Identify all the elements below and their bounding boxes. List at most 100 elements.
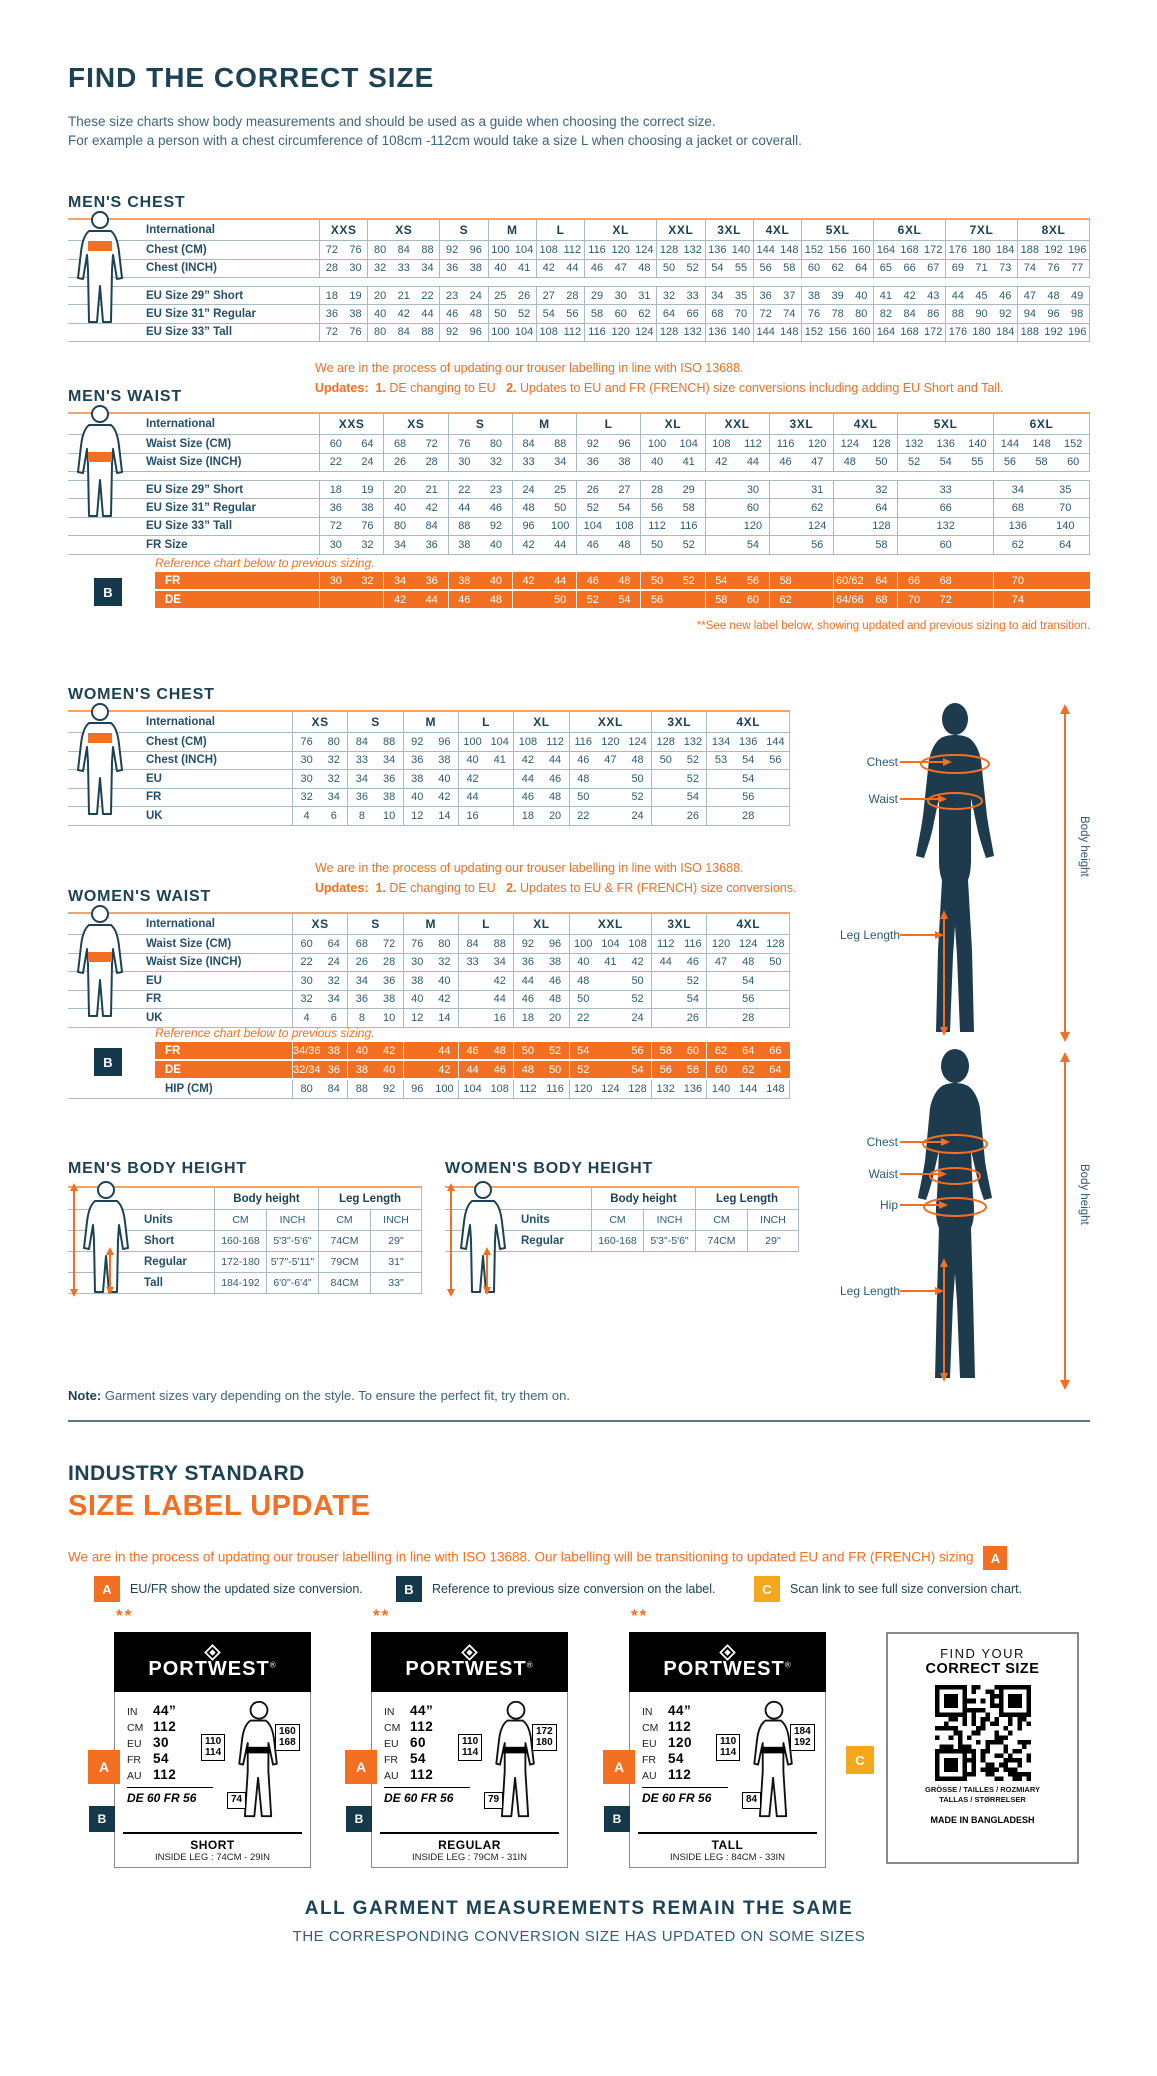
size-value: 25 (554, 483, 567, 496)
size-group: 88 92 (447, 517, 512, 535)
size-group: 32 34 (293, 991, 347, 1009)
size-group-header: M (402, 712, 458, 732)
size-group-header: XS (383, 414, 447, 434)
size-group-header: XXL (704, 414, 769, 434)
size-value: 66 (769, 1044, 782, 1057)
size-value: 128 (659, 243, 679, 256)
size-value: 76 (458, 437, 471, 450)
size-value: 50 (659, 754, 672, 767)
label-body: IN 44” CM 112 EU 120 FR 54 AU 112 DE 60 FR 56 110 1… (629, 1692, 826, 1868)
size-group: 48 50 (513, 1061, 568, 1078)
size-value: 42 (438, 993, 451, 1006)
size-value: 40 (855, 289, 868, 302)
size-value: 120 (808, 437, 827, 450)
size-value: 65 (879, 262, 893, 275)
size-value: 68 (875, 593, 888, 606)
size-value: 134 (711, 735, 731, 748)
size-value: 180 (972, 243, 991, 256)
size-value: 48 (638, 262, 651, 275)
size-value: 29 (682, 483, 695, 496)
waist-label: Waist (868, 1167, 898, 1181)
size-value: 33 (466, 956, 479, 969)
womens-previous-sizing-table: FR 34/36 38 40 42 44 46 48 50 52 54 56 58 60 62 64 66 DE 3… (68, 1042, 790, 1099)
mens-footnote: **See new label below, showing updated a… (696, 620, 1090, 632)
size-value: 124 (635, 326, 654, 339)
table-row: Tall 184-192 6'0"-6'4" 84CM 33" (68, 1273, 422, 1294)
size-value: 76 (1047, 262, 1060, 275)
man-silhouette-icon (900, 703, 1070, 1042)
size-label-card: ** PORTWEST® IN 44” CM 112 EU 120 FR 54 AU 112 DE … (603, 1606, 826, 1868)
size-value: 42 (493, 974, 506, 987)
size-value: 192 (1044, 243, 1063, 256)
size-group: 52 (651, 770, 706, 788)
card-divider (123, 1832, 302, 1834)
size-value: 42 (438, 1063, 451, 1076)
size-value: 54 (618, 501, 631, 514)
size-value: 184 (996, 243, 1015, 256)
size-group: 48 50 (833, 453, 897, 471)
size-value: 196 (1067, 326, 1087, 339)
size-group: 56 58 60 (993, 453, 1089, 471)
size-value: 76 (361, 520, 374, 533)
portwest-logo: PORTWEST® (371, 1632, 568, 1692)
size-value: 52 (631, 791, 644, 804)
size-value: 92 (521, 937, 535, 950)
size-group: 108 112 (535, 241, 584, 259)
languages-line-1: GRÖSSE / TAILLES / ROZMIARY (924, 1785, 1040, 1794)
size-value: 68 (355, 937, 369, 950)
size-value: 48 (522, 501, 535, 514)
size-group: 42 44 (383, 591, 447, 608)
size-group: 44 46 (447, 499, 512, 517)
row-label: EU Size 33” Tall (146, 520, 233, 533)
height-measure-box: 184 192 (790, 1724, 815, 1751)
size-group: 50 52 (513, 1042, 568, 1059)
size-value: 20 (374, 289, 387, 302)
size-group: 20 21 22 (367, 287, 439, 304)
badge-b: B (604, 1806, 630, 1832)
size-value: 50 (521, 1044, 535, 1057)
size-value: 58 (686, 1063, 700, 1076)
size-value: 46 (548, 974, 562, 987)
industry-standard-title: INDUSTRY STANDARD (68, 1462, 305, 1485)
size-group: 112 116 (651, 935, 706, 953)
size-row: EU 30 (127, 1735, 170, 1750)
size-group: 128 132 (656, 241, 704, 259)
size-group: 8 10 (347, 807, 402, 825)
size-group: 92 96 (439, 323, 487, 341)
size-value: 14 (438, 1011, 451, 1024)
size-value: 42 (425, 501, 438, 514)
size-group: 18 19 (320, 481, 383, 498)
size-value: 48 (843, 456, 856, 469)
size-value: 60 (746, 501, 760, 514)
size-value: 196 (1067, 243, 1087, 256)
size-group: 50 52 (640, 536, 704, 554)
size-value: 50 (650, 538, 664, 551)
hip-label: Hip (879, 1198, 898, 1212)
table-header-row: Body height Leg Length (445, 1188, 799, 1210)
size-group: 44 46 (457, 1061, 513, 1078)
size-value: 40 (393, 501, 407, 514)
mens-reference-note: Reference chart below to previous sizing… (155, 556, 375, 570)
size-value: 86 (927, 307, 940, 320)
size-value: 148 (1032, 437, 1051, 450)
size-value: 78 (831, 307, 844, 320)
size-value: 24 (469, 289, 482, 302)
size-value: 62 (1011, 538, 1024, 551)
size-value: 84 (466, 937, 479, 950)
size-value: 28 (566, 289, 579, 302)
size-group: 56 58 (651, 1061, 706, 1078)
size-value: 38 (411, 974, 424, 987)
size-value: 48 (631, 754, 644, 767)
size-value: 28 (742, 1011, 755, 1024)
size-group: 18 20 (513, 807, 568, 825)
size-group: 50 (511, 591, 576, 608)
size-group: 164 168 172 (873, 241, 945, 259)
size-value: 64 (855, 262, 868, 275)
size-value: 80 (374, 243, 387, 256)
size-value: 52 (907, 456, 921, 469)
size-value: 32 (327, 974, 340, 987)
size-group: 52 54 55 (897, 453, 993, 471)
size-group: 54 55 (704, 259, 753, 277)
size-value: 132 (683, 326, 702, 339)
size-group: 42 44 (513, 751, 568, 769)
